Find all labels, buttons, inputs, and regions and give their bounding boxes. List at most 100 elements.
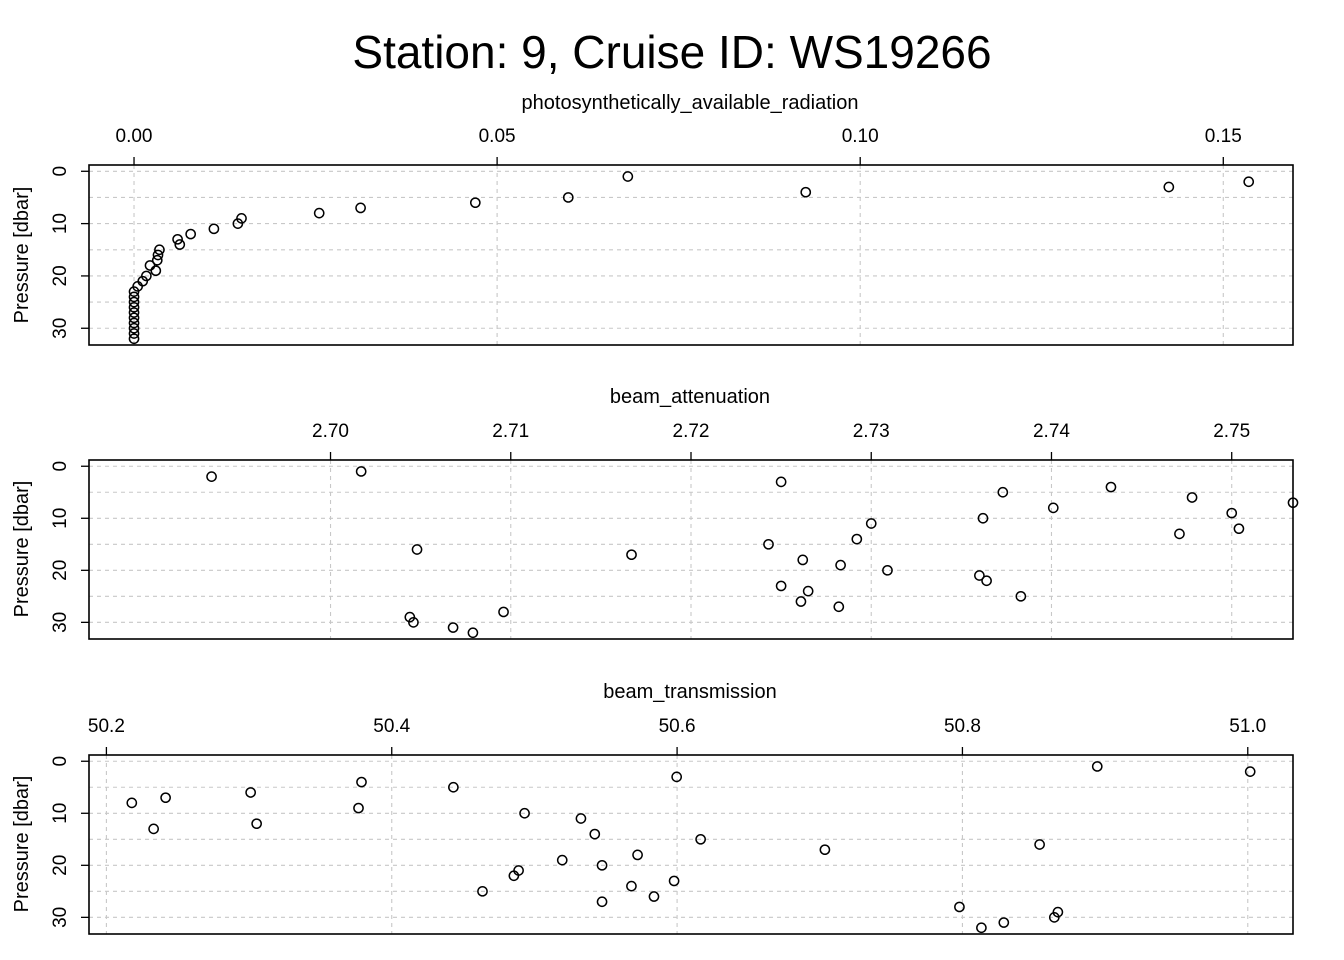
y-tick-label: 20 — [50, 560, 71, 581]
plot-frame — [88, 754, 1294, 935]
data-point — [562, 192, 574, 203]
data-point — [556, 854, 568, 866]
data-point — [865, 518, 877, 529]
data-point — [150, 265, 162, 277]
data-point — [800, 186, 812, 198]
x-tick-label: 50.4 — [373, 716, 410, 737]
x-tick-label: 2.73 — [853, 421, 890, 442]
y-tick-label: 0 — [50, 756, 71, 767]
x-tick-label: 2.74 — [1033, 421, 1070, 442]
data-point — [128, 296, 140, 308]
data-point — [408, 616, 419, 628]
data-point — [185, 228, 197, 240]
data-point — [626, 549, 637, 561]
y-tick-label: 10 — [50, 508, 71, 529]
data-point — [519, 807, 530, 819]
y-tick-label: 10 — [50, 803, 71, 824]
x-tick-label: 2.75 — [1213, 421, 1250, 442]
y-tick-label: 30 — [50, 907, 71, 928]
data-point — [795, 596, 807, 607]
data-point — [356, 776, 367, 788]
y-tick-label: 0 — [50, 166, 71, 177]
data-point — [128, 333, 140, 345]
data-point — [206, 471, 217, 483]
data-point — [626, 880, 637, 892]
x-tick-label: 50.2 — [88, 716, 125, 737]
x-tick-label: 0.00 — [116, 126, 153, 147]
y-tick-label: 20 — [50, 855, 71, 876]
data-point — [835, 559, 846, 571]
data-point — [1244, 766, 1256, 778]
data-point — [1091, 761, 1103, 772]
data-point — [997, 486, 1009, 498]
data-point — [575, 813, 587, 824]
x-axis-label: photosynthetically_available_radiation — [522, 92, 859, 114]
data-point — [1048, 911, 1060, 923]
data-point — [128, 307, 140, 318]
data-point — [128, 317, 140, 329]
data-point — [148, 823, 159, 835]
data-point — [126, 797, 138, 809]
y-tick-label: 0 — [50, 461, 71, 472]
data-point — [411, 544, 423, 555]
x-tick-label: 0.15 — [1205, 126, 1242, 147]
chart-title: Station: 9, Cruise ID: WS19266 — [352, 26, 991, 78]
data-point — [1226, 507, 1238, 519]
data-point — [596, 859, 608, 871]
data-point — [589, 828, 601, 840]
data-point — [1174, 528, 1185, 540]
data-point — [151, 254, 163, 266]
panel-par: photosynthetically_available_radiation P… — [11, 92, 1294, 346]
data-point — [882, 564, 893, 576]
y-tick-label: 10 — [50, 213, 71, 234]
x-tick-label: 0.05 — [479, 126, 516, 147]
data-point — [355, 466, 367, 477]
data-point — [1186, 492, 1198, 503]
panel-beam-attenuation: beam_attenuation Pressure [dbar] 2.70 2.7… — [11, 386, 1299, 640]
data-point — [1047, 502, 1059, 514]
x-tick-label: 50.8 — [944, 716, 981, 737]
plot-frame — [88, 164, 1294, 346]
data-point — [797, 554, 809, 566]
data-point — [498, 606, 509, 618]
data-point — [981, 575, 992, 587]
data-point — [160, 792, 171, 804]
data-point — [802, 585, 814, 597]
data-point — [775, 580, 787, 592]
data-point — [1243, 176, 1255, 188]
data-point — [245, 787, 256, 798]
data-point — [448, 781, 459, 793]
data-point — [668, 875, 680, 887]
data-point — [671, 771, 683, 783]
data-point — [596, 896, 608, 908]
y-tick-label: 30 — [50, 612, 71, 633]
data-point — [508, 870, 520, 882]
data-point — [353, 802, 364, 814]
data-point — [976, 922, 987, 934]
data-point — [632, 849, 643, 861]
data-point — [819, 844, 831, 856]
data-point — [251, 818, 262, 830]
data-point — [1034, 839, 1045, 850]
data-point — [851, 533, 863, 545]
y-axis-label: Pressure [dbar] — [11, 481, 33, 618]
data-point — [1233, 523, 1245, 535]
data-point — [128, 286, 140, 297]
data-point — [128, 312, 140, 324]
data-point — [447, 622, 459, 633]
data-point — [172, 233, 183, 245]
data-point — [974, 570, 985, 581]
data-point — [763, 538, 774, 550]
data-point — [152, 249, 164, 261]
data-point — [998, 917, 1010, 928]
data-point — [154, 244, 165, 256]
data-point — [313, 207, 325, 219]
data-point — [622, 171, 634, 182]
data-point — [695, 833, 706, 845]
y-tick-label: 20 — [50, 265, 71, 286]
x-axis-label: beam_attenuation — [610, 386, 770, 408]
data-point — [128, 301, 140, 313]
x-tick-label: 50.6 — [659, 716, 696, 737]
data-point — [208, 223, 220, 235]
